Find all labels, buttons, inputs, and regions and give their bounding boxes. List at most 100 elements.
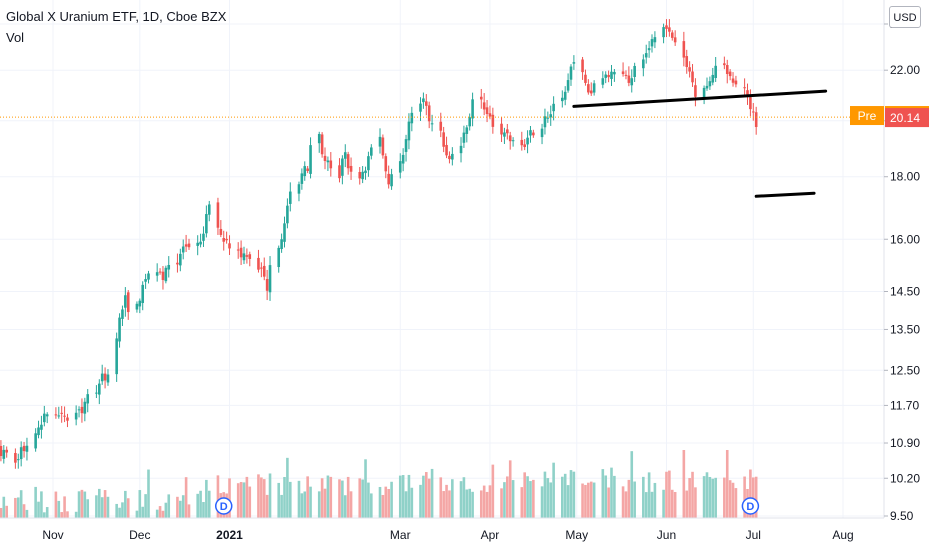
candle-body xyxy=(552,103,555,112)
volume-bar xyxy=(181,495,185,518)
candle-body xyxy=(95,392,98,394)
volume-bar xyxy=(268,473,272,518)
candle-body xyxy=(202,233,205,241)
candlesticks xyxy=(0,19,758,469)
volume-bar xyxy=(529,481,532,518)
candle-body xyxy=(207,204,211,215)
volume-bar xyxy=(673,492,677,518)
volume-bar xyxy=(427,478,431,518)
time-axis[interactable]: Nov Dec 2021 Mar Apr May Jun Jul Aug xyxy=(42,528,853,542)
trendline[interactable] xyxy=(754,191,816,198)
volume-bar xyxy=(5,505,8,518)
candle-body xyxy=(488,113,492,117)
volume-bar xyxy=(262,479,266,518)
candle-body xyxy=(445,144,448,156)
volume-bar xyxy=(563,473,567,518)
volume-bar xyxy=(511,480,515,518)
currency-button[interactable]: USD xyxy=(889,6,921,28)
volume-bar xyxy=(216,475,220,518)
x-tick-label: 2021 xyxy=(216,528,243,542)
volume-bar xyxy=(98,488,101,518)
volume-bar xyxy=(500,488,503,518)
candle-body xyxy=(63,415,66,417)
candle-body xyxy=(419,103,422,112)
candle-body xyxy=(398,161,402,173)
candle-body xyxy=(242,253,246,261)
volume-bar xyxy=(147,469,150,518)
volume-bar xyxy=(80,489,84,518)
candle-body xyxy=(16,459,20,461)
candle-body xyxy=(601,78,605,85)
candle-body xyxy=(407,121,411,141)
volume-bar xyxy=(176,496,179,518)
x-tick-label: Apr xyxy=(481,528,500,542)
volume-bar xyxy=(121,502,124,518)
volume-bar xyxy=(124,490,127,518)
volume-bar xyxy=(199,490,202,518)
candle-body xyxy=(662,27,665,38)
x-tick-label: Mar xyxy=(390,528,411,542)
dividend-circle xyxy=(741,497,760,515)
candle-body xyxy=(222,238,226,242)
trendline[interactable] xyxy=(572,89,828,108)
dividend-marker[interactable]: D xyxy=(741,497,760,515)
y-tick-label: 14.50 xyxy=(890,285,920,299)
candle-body xyxy=(508,135,512,142)
candle-body xyxy=(523,144,526,148)
candle-body xyxy=(723,63,726,66)
volume-bar xyxy=(430,468,434,518)
volume-bar xyxy=(164,502,168,518)
candle-body xyxy=(141,284,145,304)
candle-body xyxy=(323,155,327,161)
volume-bar xyxy=(57,500,61,518)
candle-body xyxy=(40,424,43,430)
x-tick-label: May xyxy=(565,528,588,542)
candle-body xyxy=(728,71,732,77)
volume-bar xyxy=(401,475,405,518)
volume-bar xyxy=(647,472,651,518)
volume-bar xyxy=(329,476,333,518)
candle-body xyxy=(384,156,388,172)
volume-bar xyxy=(503,482,506,518)
candle-body xyxy=(734,80,738,85)
candle-body xyxy=(749,97,752,110)
chart-legend-title[interactable]: Global X Uranium ETF, 1D, Cboe BZX xyxy=(6,9,227,24)
candle-body xyxy=(566,80,570,91)
candle-body xyxy=(627,75,631,83)
dividend-marker[interactable]: D xyxy=(214,497,233,515)
volume-bar xyxy=(691,471,694,518)
candle-body xyxy=(731,78,735,83)
y-tick-label: 11.70 xyxy=(890,398,919,412)
y-tick-label: 22.00 xyxy=(890,63,920,77)
candle-body xyxy=(705,85,709,89)
volume-bar xyxy=(367,482,370,518)
volume-bar xyxy=(581,483,584,518)
price-axis[interactable]: 24.0022.0020.0018.0016.0014.5013.5012.50… xyxy=(884,17,920,523)
volume-bar xyxy=(25,509,29,518)
volume-bar xyxy=(546,478,550,518)
y-tick-label: 12.50 xyxy=(890,363,920,377)
volume-bar xyxy=(43,512,46,518)
volume-bar xyxy=(277,482,281,518)
candle-body xyxy=(633,65,636,77)
volume-bar xyxy=(381,494,385,518)
volume-bar xyxy=(126,498,130,518)
volume-bar xyxy=(749,469,752,518)
volume-bar xyxy=(378,486,382,518)
y-tick-label: 10.20 xyxy=(890,471,920,485)
volume-bar xyxy=(239,482,243,518)
volume-bar xyxy=(37,501,40,518)
candle-body xyxy=(283,223,286,242)
candle-body xyxy=(326,160,330,163)
x-tick-label: Aug xyxy=(832,528,853,542)
candle-body xyxy=(138,300,142,307)
volume-bar xyxy=(508,460,512,518)
candle-body xyxy=(503,132,506,137)
volume-bar xyxy=(668,470,671,518)
volume-bar xyxy=(2,496,6,518)
candle-body xyxy=(54,414,58,416)
volume-bar xyxy=(642,476,645,518)
volume-legend[interactable]: Vol xyxy=(6,30,25,45)
